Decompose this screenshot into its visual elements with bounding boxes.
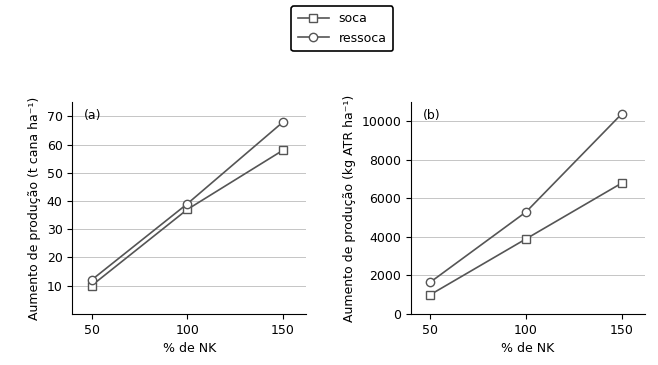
ressoca: [426, 280, 434, 284]
Line: soca: soca: [88, 146, 288, 290]
soca: [184, 207, 191, 212]
Text: (a): (a): [84, 108, 101, 122]
ressoca: [522, 210, 530, 214]
Y-axis label: Aumento de produção (kg ATR ha⁻¹): Aumento de produção (kg ATR ha⁻¹): [343, 95, 356, 322]
Line: ressoca: ressoca: [88, 118, 288, 284]
ressoca: [184, 201, 191, 206]
soca: [522, 237, 530, 241]
ressoca: [279, 120, 287, 124]
soca: [88, 284, 95, 288]
Line: soca: soca: [426, 179, 626, 299]
X-axis label: % de NK: % de NK: [163, 342, 216, 355]
Y-axis label: Aumento de produção (t cana ha⁻¹): Aumento de produção (t cana ha⁻¹): [28, 96, 41, 320]
soca: [279, 148, 287, 152]
X-axis label: % de NK: % de NK: [501, 342, 555, 355]
ressoca: [88, 278, 95, 282]
soca: [426, 292, 434, 297]
Text: (b): (b): [423, 108, 440, 122]
Line: ressoca: ressoca: [426, 110, 626, 286]
soca: [618, 181, 626, 185]
Legend: soca, ressoca: soca, ressoca: [291, 6, 393, 51]
ressoca: [618, 112, 626, 116]
